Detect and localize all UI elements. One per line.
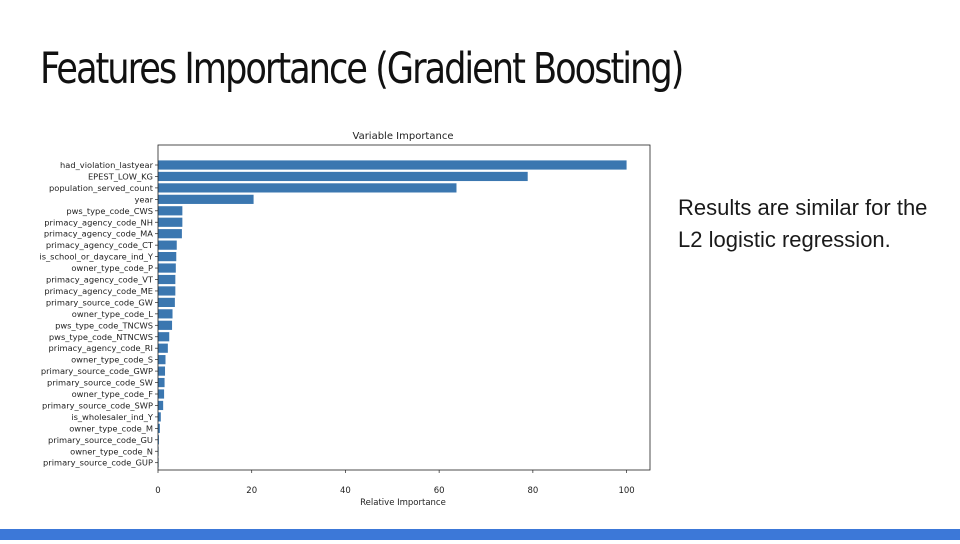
bar [158, 171, 528, 182]
y-tick-label: pws_type_code_CWS [66, 206, 153, 216]
bar [158, 229, 182, 239]
x-tick-label: 40 [340, 486, 351, 496]
bar [158, 355, 166, 365]
y-tick-label: owner_type_code_P [71, 263, 153, 273]
y-tick-label: EPEST_LOW_KG [88, 171, 153, 181]
x-tick-label: 100 [618, 486, 634, 496]
y-tick-label: had_violation_lastyear [60, 160, 154, 170]
bar [158, 194, 254, 204]
bar [158, 286, 176, 296]
bar [158, 435, 159, 445]
y-tick-label: owner_type_code_N [70, 446, 153, 456]
plot-frame [157, 144, 651, 471]
bar [158, 332, 170, 342]
side-note: Results are similar for the L2 logistic … [678, 195, 928, 252]
bar [158, 160, 627, 170]
bar [158, 309, 173, 319]
y-tick-label: owner_type_code_M [69, 423, 153, 433]
bar [158, 217, 183, 227]
y-axis: had_violation_lastyearEPEST_LOW_KGpopula… [39, 160, 158, 468]
bar [158, 400, 164, 411]
chart-title: Variable Importance [353, 131, 454, 142]
y-tick-label: primacy_agency_code_NH [44, 217, 153, 227]
y-tick-label: primary_source_code_GU [48, 435, 153, 445]
slide-title: Features Importance (Gradient Boosting) [40, 44, 684, 94]
x-tick-label: 80 [527, 486, 538, 496]
bar [158, 240, 177, 250]
bar [158, 389, 165, 399]
y-tick-label: population_served_count [49, 183, 154, 193]
bars-group [158, 160, 627, 468]
x-tick-label: 0 [155, 486, 160, 496]
y-tick-label: primacy_agency_code_MA [44, 229, 153, 239]
y-tick-label: primacy_agency_code_VT [46, 275, 154, 285]
y-tick-label: owner_type_code_F [72, 389, 154, 399]
y-tick-label: year [134, 194, 153, 204]
bar [158, 366, 166, 376]
y-tick-label: primary_source_code_SWP [42, 400, 153, 410]
y-tick-label: pws_type_code_NTNCWS [49, 332, 153, 342]
bar [158, 274, 176, 285]
y-tick-label: primary_source_code_GW [46, 297, 153, 307]
bar [158, 297, 175, 307]
y-tick-label: primary_source_code_SW [47, 378, 153, 388]
y-tick-label: pws_type_code_TNCWS [55, 320, 153, 330]
bar [158, 320, 173, 330]
bottom-accent-bar [0, 529, 960, 540]
y-tick-label: primacy_agency_code_CT [46, 240, 154, 250]
bar [158, 377, 165, 388]
y-tick-label: primacy_agency_code_ME [44, 286, 153, 296]
bar [158, 343, 168, 353]
y-tick-label: owner_type_code_L [72, 309, 154, 319]
x-axis-label: Relative Importance [360, 498, 446, 508]
bar [158, 206, 183, 216]
y-tick-label: is_school_or_daycare_ind_Y [39, 252, 154, 262]
y-tick-label: primary_source_code_GUP [43, 458, 153, 468]
y-tick-label: is_wholesaler_ind_Y [71, 412, 154, 422]
bar [158, 183, 457, 193]
bar [158, 252, 177, 262]
bar [158, 412, 161, 422]
x-tick-label: 60 [434, 486, 445, 496]
bar [158, 423, 160, 433]
y-tick-label: primacy_agency_code_RI [49, 343, 153, 353]
y-tick-label: primary_source_code_GWP [41, 366, 153, 376]
x-tick-label: 20 [246, 486, 257, 496]
x-axis: 0 20 40 60 80 100 [155, 470, 635, 496]
bar [158, 263, 176, 273]
y-tick-label: owner_type_code_S [71, 355, 153, 365]
